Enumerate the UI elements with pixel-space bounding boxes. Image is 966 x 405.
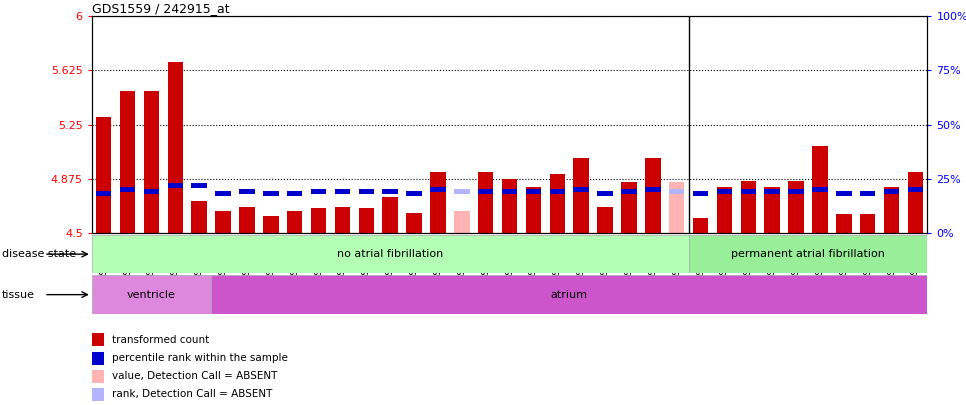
Text: transformed count: transformed count — [112, 335, 210, 345]
Text: value, Detection Call = ABSENT: value, Detection Call = ABSENT — [112, 371, 277, 381]
Bar — [144, 91, 159, 233]
Bar — [430, 172, 445, 233]
Bar — [788, 189, 804, 194]
Bar — [92, 235, 689, 273]
Bar — [263, 192, 278, 196]
Bar — [621, 189, 637, 194]
Bar — [311, 189, 327, 194]
Bar — [263, 215, 278, 233]
Bar — [668, 182, 685, 233]
Text: percentile rank within the sample: percentile rank within the sample — [112, 353, 288, 363]
Bar — [287, 211, 302, 233]
Bar — [884, 187, 899, 233]
Bar — [191, 183, 207, 188]
Bar — [120, 91, 135, 233]
Bar — [430, 187, 445, 192]
Bar — [120, 187, 135, 192]
Bar — [240, 207, 255, 233]
Bar — [358, 189, 374, 194]
Bar — [693, 192, 708, 196]
Bar — [144, 189, 159, 194]
Bar — [597, 192, 612, 196]
Bar — [167, 62, 184, 233]
Bar — [454, 189, 469, 194]
Text: GDS1559 / 242915_at: GDS1559 / 242915_at — [92, 2, 229, 15]
Bar — [215, 192, 231, 196]
Text: no atrial fibrillation: no atrial fibrillation — [337, 249, 443, 259]
Bar — [215, 211, 231, 233]
Bar — [621, 182, 637, 233]
Bar — [383, 197, 398, 233]
Text: atrium: atrium — [551, 290, 587, 300]
Bar — [478, 189, 494, 194]
Bar — [764, 189, 780, 194]
Bar — [693, 218, 708, 233]
Bar — [717, 189, 732, 194]
Bar — [717, 187, 732, 233]
Bar — [764, 187, 780, 233]
Text: rank, Detection Call = ABSENT: rank, Detection Call = ABSENT — [112, 390, 272, 399]
Bar — [240, 189, 255, 194]
Text: ventricle: ventricle — [127, 290, 176, 300]
Bar — [812, 146, 828, 233]
Bar — [96, 192, 111, 196]
Text: tissue: tissue — [2, 290, 35, 300]
Bar — [860, 214, 875, 233]
Bar — [383, 189, 398, 194]
Bar — [836, 214, 852, 233]
Bar — [334, 189, 351, 194]
Bar — [92, 275, 212, 314]
Bar — [741, 181, 756, 233]
Bar — [550, 189, 565, 194]
Bar — [407, 213, 422, 233]
Bar — [860, 192, 875, 196]
Bar — [741, 189, 756, 194]
Bar — [550, 174, 565, 233]
Bar — [334, 207, 351, 233]
Bar — [501, 179, 518, 233]
Bar — [788, 181, 804, 233]
Bar — [501, 189, 518, 194]
Bar — [358, 208, 374, 233]
Bar — [836, 192, 852, 196]
Bar — [668, 189, 685, 194]
Bar — [454, 211, 469, 233]
Bar — [908, 172, 923, 233]
Text: disease state: disease state — [2, 249, 76, 259]
Bar — [597, 207, 612, 233]
Bar — [96, 117, 111, 233]
Bar — [884, 189, 899, 194]
Bar — [689, 235, 927, 273]
Bar — [212, 275, 927, 314]
Bar — [645, 158, 661, 233]
Bar — [645, 187, 661, 192]
Bar — [526, 189, 541, 194]
Bar — [287, 192, 302, 196]
Bar — [526, 187, 541, 233]
Bar — [574, 158, 589, 233]
Bar — [908, 187, 923, 192]
Text: permanent atrial fibrillation: permanent atrial fibrillation — [731, 249, 885, 259]
Bar — [478, 172, 494, 233]
Bar — [191, 201, 207, 233]
Bar — [574, 187, 589, 192]
Bar — [812, 187, 828, 192]
Bar — [407, 192, 422, 196]
Bar — [311, 208, 327, 233]
Bar — [167, 183, 184, 188]
